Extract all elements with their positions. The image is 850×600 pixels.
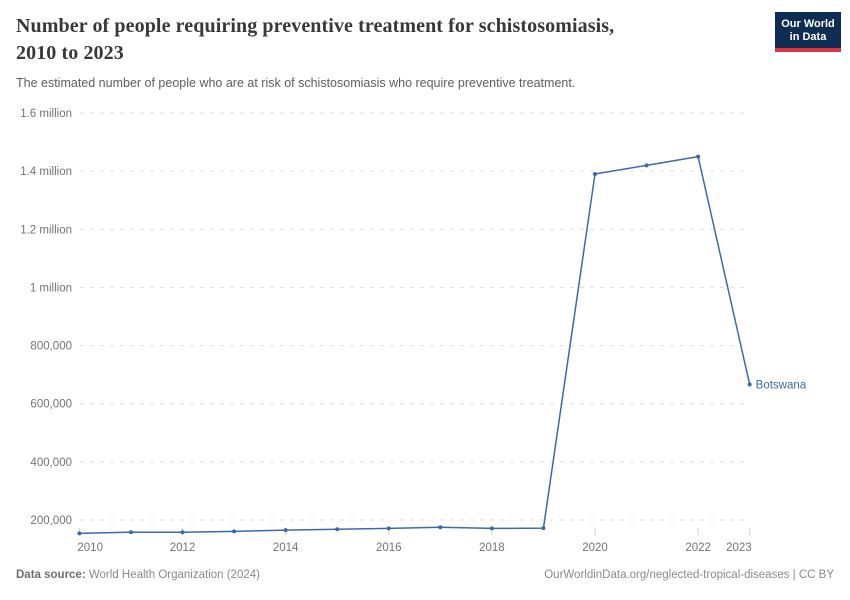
x-tick-label: 2020 xyxy=(582,542,608,554)
owid-logo[interactable]: Our World in Data xyxy=(775,12,841,52)
page-title-line1: Number of people requiring preventive tr… xyxy=(16,15,615,37)
owid-logo-line2: in Data xyxy=(789,30,827,43)
y-tick-label: 200,000 xyxy=(30,515,72,527)
data-point[interactable] xyxy=(489,526,494,531)
x-tick-label: 2010 xyxy=(77,542,103,554)
x-tick-label: 2014 xyxy=(273,542,299,554)
data-point[interactable] xyxy=(696,154,701,159)
x-tick-label: 2022 xyxy=(685,542,711,554)
x-tick-label: 2012 xyxy=(170,542,196,554)
data-source: Data source: World Health Organization (… xyxy=(16,569,260,581)
data-source-label: Data source: xyxy=(16,569,86,581)
data-point[interactable] xyxy=(644,163,649,168)
data-point[interactable] xyxy=(232,529,237,534)
y-tick-label: 1.4 million xyxy=(20,166,72,178)
owid-logo-line1: Our World xyxy=(781,18,835,30)
data-point[interactable] xyxy=(283,528,288,533)
entity-label: Botswana xyxy=(756,380,807,392)
page-title: Number of people requiring preventive tr… xyxy=(16,13,614,67)
x-tick-label: 2018 xyxy=(479,542,505,554)
data-point[interactable] xyxy=(386,526,391,531)
x-tick-label: 2023 xyxy=(726,542,752,554)
data-point[interactable] xyxy=(180,530,185,535)
line-chart-canvas[interactable]: 200,000 400,000 600,000 800,000 1 million 1.2… xyxy=(0,100,850,560)
y-tick-label: 1 million xyxy=(30,282,72,294)
x-tick-label: 2016 xyxy=(376,542,402,554)
series-line xyxy=(78,155,751,535)
data-point[interactable] xyxy=(747,382,752,387)
y-tick-label: 1.6 million xyxy=(20,108,72,120)
y-tick-label: 800,000 xyxy=(30,341,72,353)
data-point[interactable] xyxy=(438,525,443,530)
data-point[interactable] xyxy=(541,526,546,531)
page-title-line2: 2010 to 2023 xyxy=(16,42,124,64)
y-tick-label: 600,000 xyxy=(30,399,72,411)
data-point[interactable] xyxy=(335,527,340,532)
chart-subtitle: The estimated number of people who are a… xyxy=(16,76,576,90)
data-point[interactable] xyxy=(128,530,133,535)
y-tick-label: 400,000 xyxy=(30,457,72,469)
chart-footer: Data source: World Health Organization (… xyxy=(16,569,834,581)
data-point[interactable] xyxy=(77,531,82,536)
footer-link: OurWorldinData.org/neglected-tropical-di… xyxy=(544,569,834,581)
data-source-value: World Health Organization (2024) xyxy=(88,569,260,581)
y-tick-label: 1.2 million xyxy=(20,224,72,236)
data-point[interactable] xyxy=(593,172,597,177)
